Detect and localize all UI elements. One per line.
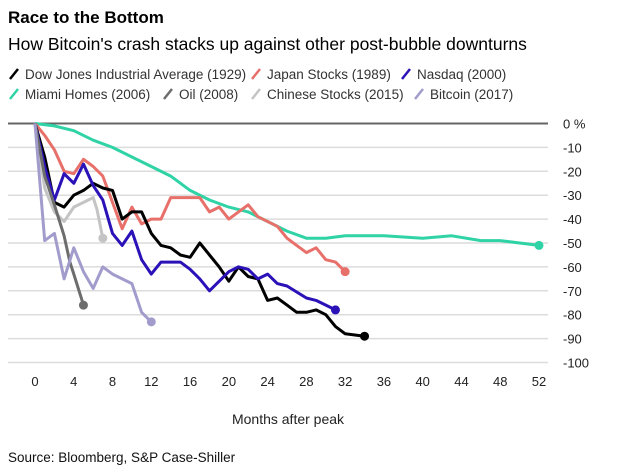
series-line <box>33 123 85 306</box>
x-tick-label: 32 <box>338 374 352 389</box>
y-tick-label: -30 <box>563 188 582 203</box>
series-end-marker <box>78 300 88 310</box>
series-end-marker <box>330 305 340 315</box>
y-tick-label: -40 <box>563 212 582 227</box>
x-tick-label: 44 <box>454 374 468 389</box>
y-tick-label: 0 % <box>563 117 586 132</box>
legend-swatch <box>163 88 173 100</box>
series-line <box>34 122 540 247</box>
y-tick-label: -20 <box>563 164 582 179</box>
legend-label: Dow Jones Industrial Average (1929) <box>25 67 246 82</box>
legend-label: Japan Stocks (1989) <box>267 67 391 82</box>
y-axis-ticks: 0 % -10 -20 -30 -40 -50 -60 -70 -80 -90 -100 <box>563 117 589 371</box>
gridlines <box>8 122 548 364</box>
x-tick-label: 0 <box>31 374 38 389</box>
x-tick-label: 20 <box>222 374 236 389</box>
y-tick-label: -90 <box>563 332 582 347</box>
x-tick-label: 8 <box>109 374 116 389</box>
y-tick-label: -70 <box>563 284 582 299</box>
chart-subtitle: How Bitcoin's crash stacks up against ot… <box>8 34 527 54</box>
legend-swatch <box>9 88 19 100</box>
series-end-marker <box>360 331 370 341</box>
legend-label: Chinese Stocks (2015) <box>267 87 404 102</box>
x-axis-ticks: 0 4 8 12 16 20 24 28 32 36 40 44 48 52 <box>31 374 546 389</box>
legend-label: Nasdaq (2000) <box>417 67 506 82</box>
series-line <box>33 123 105 239</box>
x-tick-label: 36 <box>377 374 391 389</box>
x-tick-label: 28 <box>299 374 313 389</box>
y-tick-label: -100 <box>563 356 589 371</box>
source-note: Source: Bloomberg, S&P Case-Shiller <box>8 450 236 465</box>
series-end-marker <box>534 240 544 250</box>
series-line <box>33 123 337 312</box>
x-tick-label: 24 <box>260 374 274 389</box>
y-tick-label: -60 <box>563 260 582 275</box>
legend-item: Dow Jones Industrial Average (1929) <box>9 67 246 82</box>
legend-swatch <box>401 68 411 80</box>
legend-item: Nasdaq (2000) <box>401 67 506 82</box>
x-tick-label: 48 <box>493 374 507 389</box>
legend-label: Bitcoin (2017) <box>430 87 513 102</box>
legend-item: Oil (2008) <box>163 87 238 102</box>
series-end-marker <box>146 317 156 327</box>
x-axis-label: Months after peak <box>232 411 345 427</box>
legend-swatch <box>414 88 424 100</box>
y-tick-label: -80 <box>563 308 582 323</box>
series-line <box>33 123 153 323</box>
x-tick-label: 40 <box>415 374 429 389</box>
y-tick-label: -10 <box>563 140 582 155</box>
series-end-marker <box>98 233 108 243</box>
x-tick-label: 52 <box>532 374 546 389</box>
x-tick-label: 16 <box>183 374 197 389</box>
legend-item: Miami Homes (2006) <box>9 87 150 102</box>
legend: Dow Jones Industrial Average (1929) Japan… <box>9 67 513 102</box>
legend-swatch <box>9 68 19 80</box>
series-line <box>33 123 365 338</box>
legend-swatch <box>251 88 261 100</box>
x-tick-label: 12 <box>144 374 158 389</box>
series-end-marker <box>340 267 350 277</box>
series-line <box>33 122 347 273</box>
legend-label: Miami Homes (2006) <box>25 87 150 102</box>
legend-label: Oil (2008) <box>179 87 238 102</box>
legend-item: Bitcoin (2017) <box>414 87 513 102</box>
series-lines <box>33 122 544 341</box>
y-tick-label: -50 <box>563 236 582 251</box>
legend-swatch <box>251 68 261 80</box>
chart-title: Race to the Bottom <box>8 8 164 27</box>
legend-item: Chinese Stocks (2015) <box>251 87 404 102</box>
x-tick-label: 4 <box>70 374 77 389</box>
legend-item: Japan Stocks (1989) <box>251 67 391 82</box>
